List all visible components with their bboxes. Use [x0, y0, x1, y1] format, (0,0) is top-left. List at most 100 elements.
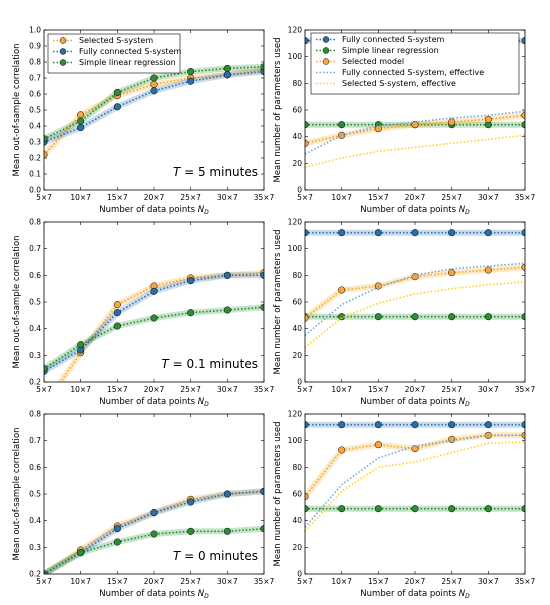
- data-point-fully-connected-s-system: [113, 525, 121, 533]
- legend-entry: Simple linear regression: [79, 58, 176, 67]
- x-tick-label: 35×7: [254, 193, 275, 202]
- y-tick-label: 80: [292, 79, 302, 88]
- x-tick-label: 30×7: [478, 193, 499, 202]
- axes-frame: [43, 221, 265, 383]
- y-tick-label: 0.5: [29, 490, 41, 499]
- data-point-simple-linear-regression: [521, 505, 525, 513]
- data-point-simple-linear-regression: [150, 314, 158, 322]
- data-point-fully-connected-s-system: [113, 309, 121, 317]
- x-axis-label: Number of data points ND: [99, 397, 209, 408]
- y-tick-label: 0.6: [29, 463, 41, 472]
- x-tick-label: 10×7: [331, 193, 352, 202]
- y-tick-label: 0.4: [29, 516, 41, 525]
- y-axis-label: Mean out-of-sample correlation: [12, 235, 22, 368]
- data-point-simple-linear-regression: [374, 313, 382, 321]
- legend: Fully connected S-system Simple linear re…: [310, 32, 520, 95]
- data-point-simple-linear-regression: [260, 525, 264, 533]
- x-tick-label: 5×7: [36, 193, 52, 202]
- time-annotation: T = 0.1 minutes: [162, 357, 259, 371]
- plot-area: [305, 421, 525, 532]
- data-point-selected-model: [484, 266, 492, 274]
- x-tick-label: 30×7: [478, 385, 499, 394]
- data-point-simple-linear-regression: [187, 309, 195, 317]
- x-axis-label: Number of data points ND: [360, 589, 470, 600]
- chart-panel-top-left: 0.0 0.1 0.2 0.3 0.4 0.5 0.6 0.7 0.8 0.9 1.0 5×7 10×7…: [12, 26, 275, 217]
- x-axis-label: Number of data points ND: [360, 205, 470, 216]
- y-tick-label: 0: [297, 186, 302, 195]
- legend: Selected S-system Fully connected S-syste…: [47, 33, 181, 74]
- x-tick-label: 25×7: [441, 577, 462, 586]
- y-tick-label: 0.2: [29, 154, 41, 163]
- y-axis-label: Mean out-of-sample correlation: [12, 427, 22, 560]
- data-point-simple-linear-regression: [150, 74, 158, 82]
- y-tick-label: 40: [292, 516, 302, 525]
- series-line-fully-connected-s-system-effective: [305, 262, 525, 336]
- x-tick-label: 15×7: [368, 193, 389, 202]
- data-point-selected-s-system: [113, 301, 121, 309]
- x-tick-label: 25×7: [180, 193, 201, 202]
- data-point-simple-linear-regression: [338, 121, 346, 129]
- y-tick-label: 0.4: [29, 122, 41, 131]
- data-point-fully-connected-s-system: [187, 77, 195, 85]
- legend-entry: Selected S-system: [79, 36, 153, 45]
- data-point-simple-linear-regression: [411, 313, 419, 321]
- data-point-simple-linear-regression: [448, 313, 456, 321]
- x-tick-label: 25×7: [441, 385, 462, 394]
- x-tick-label: 20×7: [144, 577, 165, 586]
- x-tick-label: 30×7: [217, 577, 238, 586]
- y-tick-label: 0.8: [29, 410, 41, 419]
- y-tick-label: 120: [288, 410, 303, 419]
- y-axis-label: Mean out-of-sample correlation: [12, 43, 22, 176]
- x-tick-label: 10×7: [70, 193, 91, 202]
- data-point-simple-linear-regression: [187, 527, 195, 535]
- x-tick-label: 25×7: [180, 577, 201, 586]
- series-line-fully-connected-s-system-effective: [305, 434, 525, 528]
- data-point-fully-connected-s-system: [521, 229, 525, 237]
- legend-entry: Selected S-system, effective: [342, 79, 456, 88]
- y-tick-label: 20: [292, 159, 302, 168]
- x-tick-label: 35×7: [254, 385, 275, 394]
- data-point-selected-model: [521, 263, 525, 271]
- data-point-simple-linear-regression: [260, 303, 264, 311]
- data-point-fully-connected-s-system: [338, 421, 346, 429]
- y-tick-label: 20: [292, 543, 302, 552]
- y-tick-label: 0.0: [29, 186, 41, 195]
- y-tick-label: 0.5: [29, 106, 41, 115]
- data-point-selected-s-system: [41, 403, 48, 410]
- axes-frame: [43, 413, 265, 575]
- series-band-selected-model: [305, 432, 525, 500]
- data-point-simple-linear-regression: [113, 538, 121, 546]
- y-tick-label: 0.8: [29, 218, 41, 227]
- y-tick-label: 0.1: [29, 170, 41, 179]
- data-point-fully-connected-s-system: [521, 421, 525, 429]
- chart-panel-top-right: 0 20 40 60 80 100 120 5×7 10×7 15×7 20×7 25×7 30×7 35…: [273, 26, 536, 217]
- x-tick-label: 10×7: [70, 577, 91, 586]
- x-tick-label: 20×7: [405, 577, 426, 586]
- data-point-selected-model: [374, 441, 382, 449]
- data-point-fully-connected-s-system: [223, 271, 231, 279]
- x-tick-label: 35×7: [515, 577, 536, 586]
- axes-frame: [304, 413, 526, 575]
- x-tick-label: 15×7: [368, 385, 389, 394]
- data-point-fully-connected-s-system: [374, 421, 382, 429]
- x-tick-label: 5×7: [297, 193, 313, 202]
- x-tick-label: 30×7: [478, 577, 499, 586]
- data-point-selected-model: [448, 435, 456, 443]
- x-tick-label: 5×7: [36, 577, 52, 586]
- y-tick-label: 100: [288, 244, 303, 253]
- x-tick-label: 10×7: [331, 385, 352, 394]
- data-point-simple-linear-regression: [484, 505, 492, 513]
- x-tick-label: 35×7: [515, 193, 536, 202]
- data-point-fully-connected-s-system: [484, 229, 492, 237]
- plot-area: [44, 63, 264, 159]
- legend-swatch-marker: [59, 59, 67, 66]
- data-point-simple-linear-regression: [77, 117, 85, 125]
- data-point-selected-model: [448, 118, 456, 126]
- x-tick-label: 10×7: [331, 577, 352, 586]
- data-point-simple-linear-regression: [223, 527, 231, 535]
- x-axis-label: Number of data points ND: [99, 589, 209, 600]
- y-tick-label: 0.7: [29, 244, 41, 253]
- y-tick-label: 100: [288, 52, 303, 61]
- legend-swatch-marker: [59, 37, 67, 44]
- x-tick-label: 20×7: [144, 193, 165, 202]
